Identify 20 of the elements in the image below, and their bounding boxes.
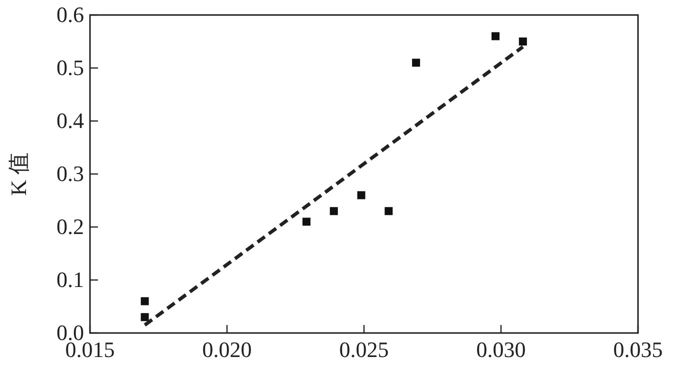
x-tick-label: 0.025 <box>339 337 389 362</box>
y-axis-title: K 值 <box>6 152 31 196</box>
y-tick-label: 0.5 <box>56 55 84 80</box>
point <box>140 313 149 322</box>
point <box>330 207 338 216</box>
point <box>384 207 393 216</box>
point <box>412 58 420 67</box>
y-tick-label: 0.2 <box>56 214 84 239</box>
x-tick-label: 0.030 <box>476 337 526 362</box>
point <box>302 218 310 226</box>
x-tick-label: 0.020 <box>202 337 252 362</box>
point <box>140 297 149 306</box>
x-tick-label: 0.035 <box>613 337 663 362</box>
y-tick-label: 0.6 <box>56 2 84 27</box>
y-tick-label: 0.3 <box>56 161 84 186</box>
y-tick-label: 0.1 <box>56 267 84 292</box>
point <box>518 38 527 46</box>
y-tick-label: 0.4 <box>56 108 84 133</box>
point <box>492 32 500 40</box>
point <box>357 191 366 200</box>
